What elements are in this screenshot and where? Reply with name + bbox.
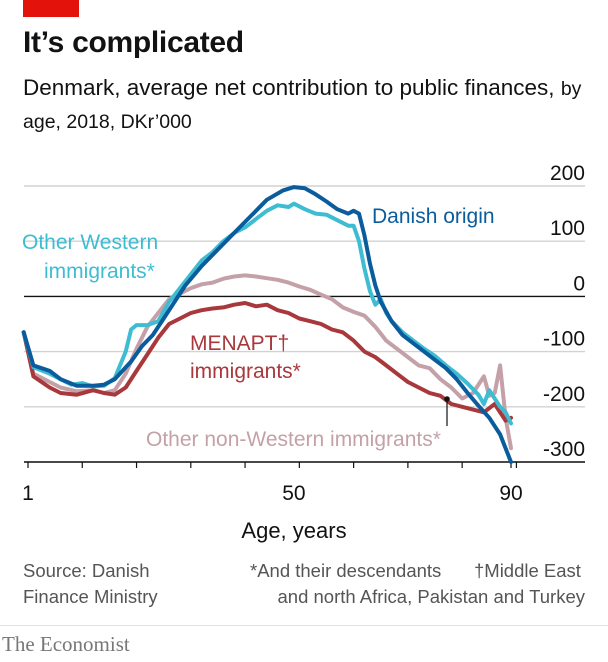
- footnote-menapt-1: †Middle East: [474, 560, 581, 581]
- label-other-non-western: Other non-Western immigrants*: [146, 428, 441, 451]
- series-layer: [21, 185, 513, 464]
- x-tick-label: 1: [22, 482, 34, 505]
- grid-layer: 200 100 0 -100 -200 -300: [24, 162, 585, 463]
- chart-subtitle: Denmark, average net contribution to pub…: [23, 72, 583, 138]
- footer-rule: [0, 625, 608, 626]
- subtitle-detail: by age, 2018, DKr’000: [23, 78, 582, 133]
- y-tick-label: -100: [543, 328, 585, 351]
- series-line-menapt-immigrants: [21, 301, 513, 423]
- label-menapt-2: immigrants*: [190, 360, 301, 383]
- series-line-other-non-western-immigrants: [21, 273, 513, 451]
- x-tick-label: 50: [282, 482, 305, 505]
- subtitle-main: Denmark, average net contribution to pub…: [23, 75, 555, 100]
- chart-title: It’s complicated: [23, 26, 244, 59]
- source-note: Source: Danish Finance Ministry: [23, 558, 213, 610]
- x-axis-title: Age, years: [241, 518, 346, 543]
- non-western-callout-dot: [444, 396, 450, 402]
- series-line-danish-origin: [21, 185, 513, 464]
- annotation-layer: Danish origin Other Western immigrants* …: [22, 205, 495, 451]
- y-tick-label: -200: [543, 383, 585, 406]
- source-line-1: Source: Danish: [23, 560, 150, 581]
- label-other-western-1: Other Western: [22, 231, 158, 254]
- series-line-other-western-immigrants: [21, 201, 513, 426]
- label-other-western-2: immigrants*: [44, 260, 155, 283]
- x-tick-label: 90: [499, 482, 522, 505]
- footnote-menapt-2: and north Africa, Pakistan and Turkey: [277, 586, 585, 607]
- footnote-descendants: *And their descendants: [250, 560, 442, 581]
- brand-wordmark: The Economist: [2, 632, 130, 656]
- source-line-2: Finance Ministry: [23, 586, 158, 607]
- label-menapt-1: MENAPT†: [190, 332, 289, 355]
- x-axis: 1 50 90: [22, 461, 585, 505]
- y-tick-label: 200: [550, 162, 585, 185]
- y-tick-label: 0: [573, 272, 585, 295]
- y-tick-label: -300: [543, 438, 585, 461]
- label-danish-origin: Danish origin: [372, 205, 495, 228]
- y-tick-label: 100: [550, 217, 585, 240]
- economist-red-tag: [23, 0, 79, 17]
